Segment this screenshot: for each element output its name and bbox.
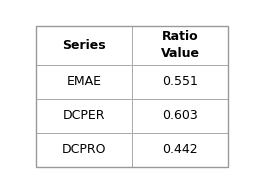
Text: EMAE: EMAE <box>67 75 102 88</box>
Text: 0.603: 0.603 <box>162 109 198 122</box>
Bar <box>36 65 132 99</box>
Bar <box>36 133 132 167</box>
Text: 0.442: 0.442 <box>163 143 198 156</box>
Bar <box>132 65 228 99</box>
Text: Ratio
Value: Ratio Value <box>161 30 200 60</box>
Bar <box>132 133 228 167</box>
Bar <box>36 26 132 65</box>
Bar <box>36 99 132 133</box>
Text: DCPRO: DCPRO <box>62 143 107 156</box>
Text: 0.551: 0.551 <box>162 75 198 88</box>
Text: DCPER: DCPER <box>63 109 106 122</box>
Text: Series: Series <box>62 39 106 52</box>
Bar <box>132 99 228 133</box>
Bar <box>132 26 228 65</box>
